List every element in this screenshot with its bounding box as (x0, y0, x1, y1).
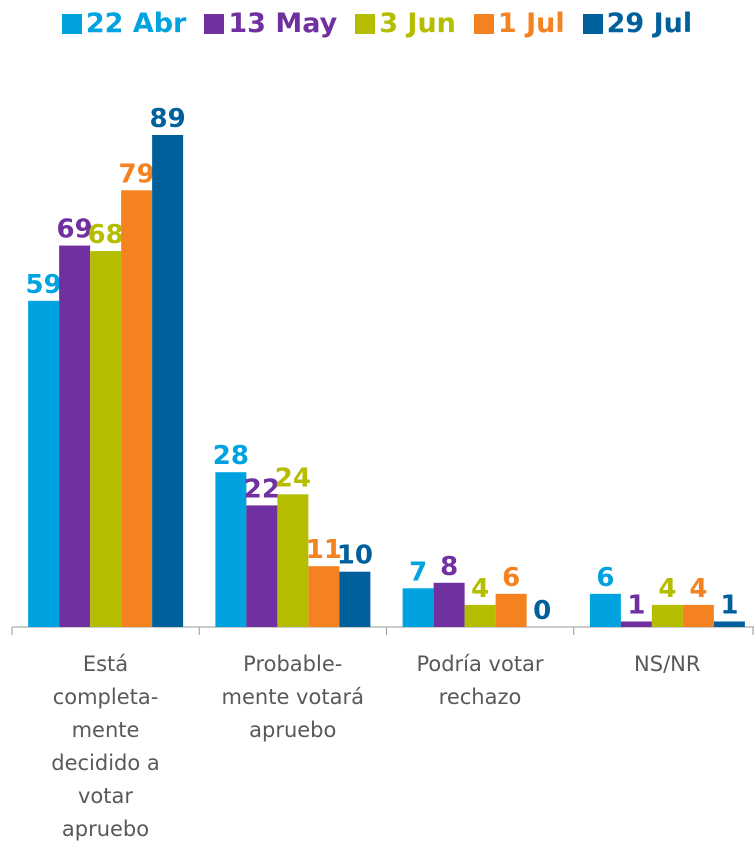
x-tick-label: Podría votar rechazo (416, 652, 544, 709)
bar (495, 593, 527, 627)
data-label: 4 (658, 574, 676, 604)
bar (682, 604, 714, 627)
data-label: 0 (533, 596, 551, 626)
data-label: 59 (26, 270, 62, 300)
bar (90, 251, 122, 627)
x-tick-label: Está completa- mente decidido a votar ap… (51, 652, 160, 841)
bar (246, 505, 278, 627)
data-label: 79 (119, 159, 155, 189)
legend-label: 22 Abr (85, 8, 187, 39)
legend-swatch (204, 13, 225, 34)
x-tick-label: NS/NR (634, 652, 701, 676)
data-label: 24 (275, 463, 311, 493)
legend-item: 1 Jul (473, 8, 565, 39)
legend-item: 29 Jul (582, 8, 693, 39)
legend: 22 Abr 13 May 3 Jun 1 Jul 29 Jul (0, 8, 754, 39)
legend-swatch (582, 13, 603, 34)
legend-swatch (355, 13, 376, 34)
bar (339, 571, 371, 627)
legend-item: 22 Abr (61, 8, 187, 39)
bar (28, 300, 60, 627)
data-label: 1 (720, 590, 738, 620)
legend-label: 29 Jul (606, 8, 693, 39)
bar (433, 582, 465, 627)
bar (152, 135, 184, 627)
data-label: 11 (306, 535, 342, 565)
data-label: 7 (409, 557, 427, 587)
bar (620, 621, 652, 627)
bar (59, 245, 91, 627)
bar (589, 593, 621, 627)
x-tick-label: Probable- mente votará apruebo (221, 652, 364, 742)
data-label: 4 (471, 574, 489, 604)
data-label: 6 (596, 563, 614, 593)
legend-label: 3 Jun (379, 8, 456, 39)
bar (651, 604, 683, 627)
bar (402, 588, 434, 627)
legend-swatch (473, 13, 494, 34)
data-label: 22 (244, 474, 280, 504)
legend-swatch (61, 13, 82, 34)
bar (215, 472, 247, 627)
bar (464, 604, 496, 627)
bar (121, 190, 153, 628)
data-label: 1 (627, 590, 645, 620)
legend-item: 3 Jun (355, 8, 456, 39)
data-label: 69 (57, 215, 93, 245)
data-label: 89 (150, 104, 186, 134)
data-label: 6 (502, 563, 520, 593)
data-label: 4 (689, 574, 707, 604)
legend-label: 1 Jul (497, 8, 565, 39)
data-label: 10 (337, 541, 373, 571)
bar (713, 621, 745, 627)
data-label: 68 (88, 220, 124, 250)
legend-label: 13 May (228, 8, 338, 39)
bar (308, 566, 340, 627)
data-label: 8 (440, 552, 458, 582)
bar (277, 494, 309, 627)
data-label: 28 (213, 441, 249, 471)
legend-item: 13 May (204, 8, 337, 39)
